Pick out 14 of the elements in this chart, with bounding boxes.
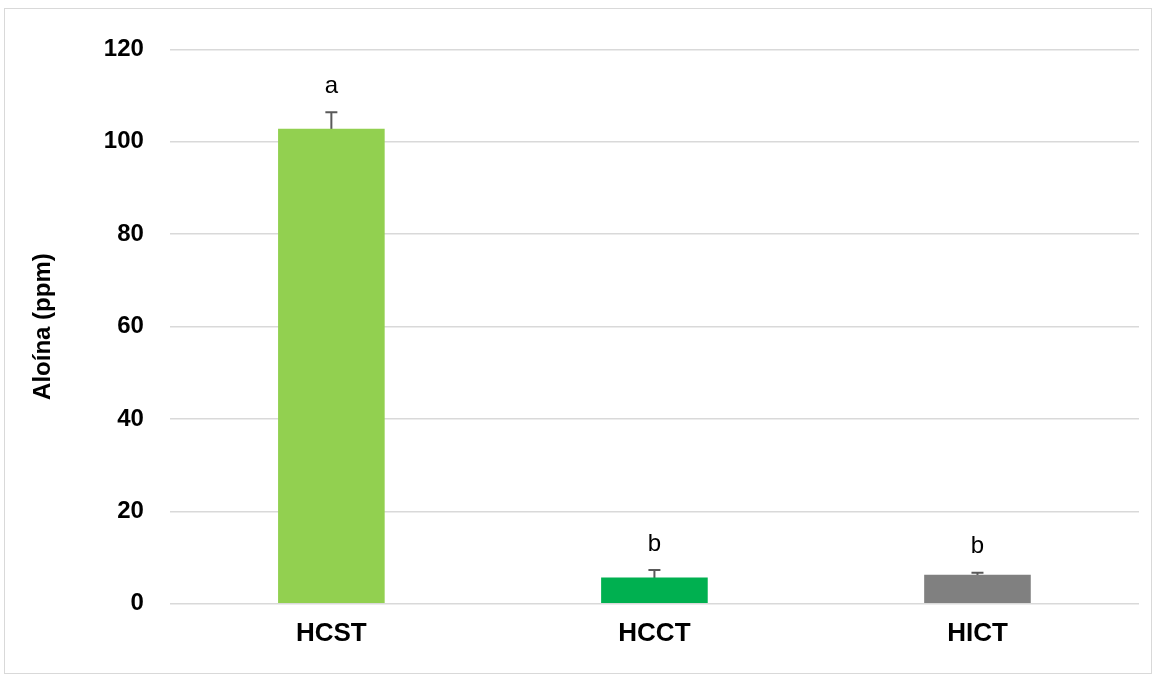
annotation: a [324,70,339,98]
x-tick-label: HCST [295,616,367,647]
y-tick-label: 60 [117,311,144,339]
y-axis-title: Aloína (ppm) [28,253,56,400]
x-tick-label: HCCT [618,616,691,647]
y-tick-label: 0 [130,588,144,616]
annotation: b [647,528,662,556]
y-tick-label: 80 [117,218,144,246]
y-tick-label: 40 [117,403,144,431]
y-tick-label: 20 [117,496,144,524]
y-tick-label: 120 [103,34,144,62]
annotation: b [970,531,985,559]
x-tick-label: HICT [947,616,1008,647]
y-tick-label: 100 [103,126,144,154]
